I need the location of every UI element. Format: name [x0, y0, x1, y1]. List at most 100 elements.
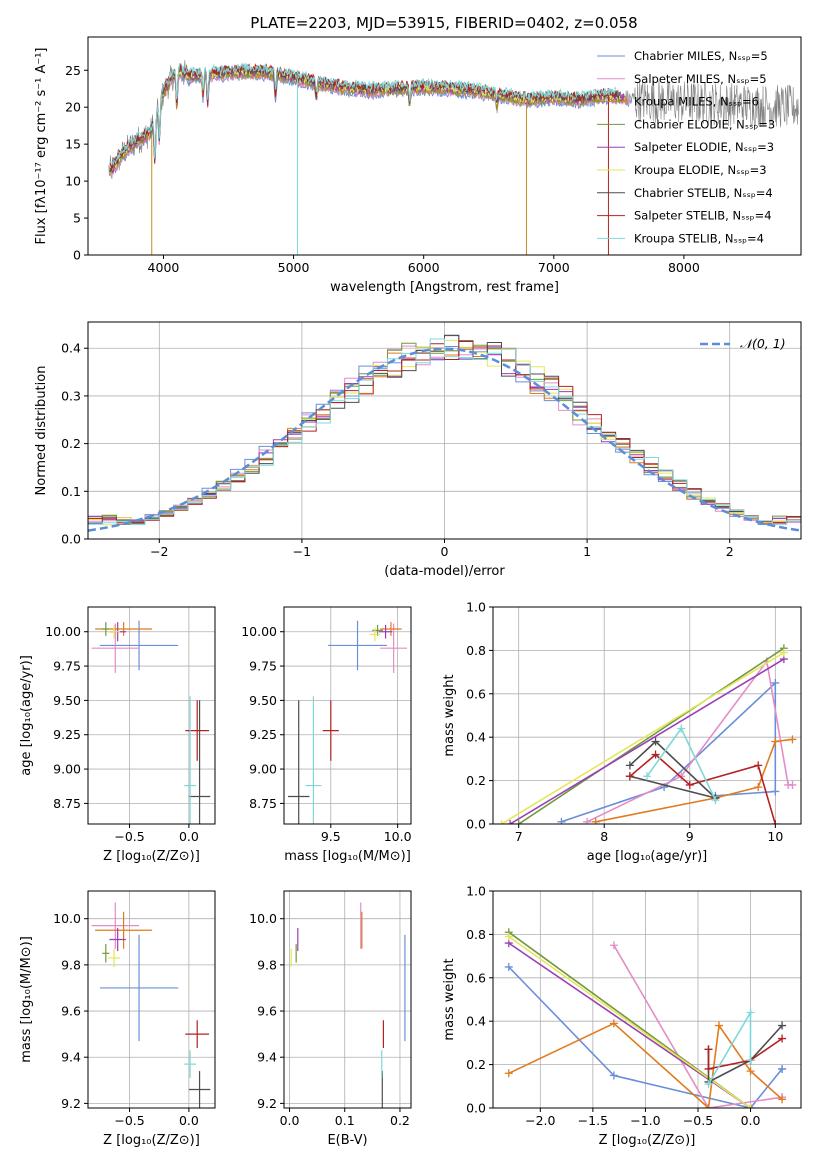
x-tick-label: 8: [600, 829, 608, 844]
y-tick-label: 10.0: [249, 911, 277, 926]
mass-weight-marker: [704, 1045, 713, 1054]
mass-weight-marker: [771, 787, 780, 796]
mass-weight-marker: [715, 1021, 724, 1030]
y-tick-label: 8.75: [249, 796, 277, 811]
legend-label: 𝒩(0, 1): [740, 336, 786, 351]
x-tick-label: 8000: [668, 260, 700, 275]
errorbar-point: [288, 700, 310, 824]
x-tick-label: 9: [686, 829, 694, 844]
x-tick-label: −0.5: [683, 1113, 713, 1128]
x-axis-label: (data-model)/error: [384, 564, 505, 579]
x-tick-label: 7000: [538, 260, 570, 275]
chart-age-vs-mass: 9.5 10.0 8.75 9.00 9.25 9.50 9.75 10.00 mass [lo…: [241, 606, 412, 864]
mass-weight-vs-age-plot-area: [497, 644, 797, 824]
model-spectrum-line: [109, 63, 618, 171]
mass-weight-marker: [778, 1095, 787, 1104]
x-axis-label: Z [log₁₀(Z/Z⊙)]: [599, 1133, 696, 1148]
mass-weight-line: [629, 753, 777, 824]
chart-mass-vs-ebv: 0.0 0.1 0.2 9.2 9.4 9.6 9.8 10.0 E(B-V): [249, 890, 412, 1148]
mass-weight-marker: [778, 1034, 787, 1043]
legend-label: Chabrier MILES, Nₛₛₚ=5: [634, 49, 768, 63]
legend-label: Chabrier STELIB, Nₛₛₚ=4: [634, 186, 773, 200]
mass-weight-line: [707, 1037, 783, 1070]
mass-weight-line: [508, 935, 751, 1108]
mass-weight-vs-Z-plot-area: [504, 928, 787, 1108]
legend-label: Chabrier ELODIE, Nₛₛₚ=3: [634, 117, 775, 131]
spectrum-plot-area: [108, 60, 799, 255]
mass-weight-marker: [583, 817, 592, 824]
chart-mass-weight-vs-age: 7 8 9 10 0.0 0.2 0.4 0.6 0.8 1.0 age [log₁₀(age/yr…: [442, 600, 802, 864]
y-tick-label: 0.0: [61, 532, 81, 547]
errorbar-point: [185, 700, 210, 761]
y-tick-label: 9.75: [53, 659, 81, 674]
y-tick-label: 9.75: [249, 659, 277, 674]
errorbar-point: [184, 696, 197, 824]
errorbar-point: [369, 627, 381, 642]
errorbar-point: [91, 623, 140, 673]
errorbar-point: [188, 1071, 211, 1108]
y-axis-label: mass [log₁₀(M/M⊙)]: [19, 936, 34, 1063]
x-axis-label: wavelength [Angstrom, rest frame]: [330, 280, 559, 295]
histogram-plot-area: [88, 334, 801, 532]
x-tick-label: 4000: [148, 260, 180, 275]
mass-weight-line: [707, 1009, 752, 1085]
y-tick-label: 0.2: [466, 1057, 486, 1072]
x-tick-label: 2: [726, 544, 734, 559]
errorbar-point: [188, 700, 211, 824]
errorbar-point: [322, 700, 339, 761]
x-tick-label: 0.2: [390, 1113, 410, 1128]
legend-label: Salpeter MILES, Nₛₛₚ=5: [634, 72, 767, 86]
x-axis-label: age [log₁₀(age/yr)]: [587, 849, 708, 864]
x-tick-label: 6000: [408, 260, 440, 275]
mass-weight-marker: [788, 780, 797, 789]
y-tick-label: 0.4: [466, 730, 486, 745]
x-tick-label: 5000: [278, 260, 310, 275]
mass-weight-marker: [651, 750, 660, 759]
x-tick-label: 0.1: [335, 1113, 355, 1128]
mass-weight-line: [518, 647, 785, 824]
mass-weight-marker: [651, 737, 660, 746]
model-spectrum-line: [109, 62, 617, 166]
y-tick-label: 9.00: [53, 762, 81, 777]
y-tick-label: 0.6: [466, 970, 486, 985]
y-tick-label: 9.6: [61, 1004, 81, 1019]
mass-weight-marker: [609, 1019, 618, 1028]
x-tick-label: 10: [767, 829, 783, 844]
mass-weight-marker: [643, 772, 651, 781]
x-tick-label: 0.0: [280, 1113, 300, 1128]
x-tick-label: −1: [293, 544, 311, 559]
errorbar-point: [102, 622, 110, 636]
chart-age-vs-Z: −0.5 0.0 8.75 9.00 9.25 9.50 9.75 10.00 Z [log₁₀…: [19, 606, 216, 864]
y-axis-label: Normed distribution: [34, 366, 49, 496]
mass-weight-line: [508, 1022, 783, 1108]
mass-weight-marker: [609, 941, 618, 950]
y-axis-label: age [log₁₀(age/yr)]: [19, 655, 34, 776]
mass-weight-marker: [746, 1067, 755, 1076]
x-tick-label: −0.5: [114, 1113, 144, 1128]
mass-vs-Z-plot-area: [91, 902, 211, 1108]
y-tick-label: 0.3: [61, 388, 81, 403]
x-tick-label: 0.0: [179, 1113, 199, 1128]
mass-weight-marker: [778, 1021, 787, 1030]
x-tick-label: 10.0: [384, 829, 412, 844]
y-tick-label: 9.4: [257, 1050, 277, 1065]
y-tick-label: 0.4: [61, 341, 81, 356]
mass-weight-line: [613, 944, 783, 1108]
axes-frame: [492, 606, 802, 825]
y-tick-label: 0.0: [466, 817, 486, 832]
y-tick-label: 10.00: [45, 624, 81, 639]
legend-label: Kroupa STELIB, Nₛₛₚ=4: [634, 231, 764, 245]
mass-weight-marker: [771, 737, 780, 746]
y-tick-label: 9.50: [53, 693, 81, 708]
axes-frame: [87, 606, 216, 825]
x-tick-label: −2.0: [525, 1113, 555, 1128]
x-tick-label: −1.5: [578, 1113, 608, 1128]
chart-mass-weight-vs-Z: −2.0 −1.5 −1.0 −0.5 0.0 0.0 0.2 0.4 0.6 0.8 1.0 Z […: [442, 884, 802, 1148]
legend-label: Kroupa MILES, Nₛₛₚ=6: [634, 95, 759, 109]
axes-frame: [492, 890, 802, 1109]
mass-weight-marker: [704, 1104, 713, 1108]
mass-weight-line: [561, 681, 777, 823]
y-tick-label: 0.8: [466, 643, 486, 658]
